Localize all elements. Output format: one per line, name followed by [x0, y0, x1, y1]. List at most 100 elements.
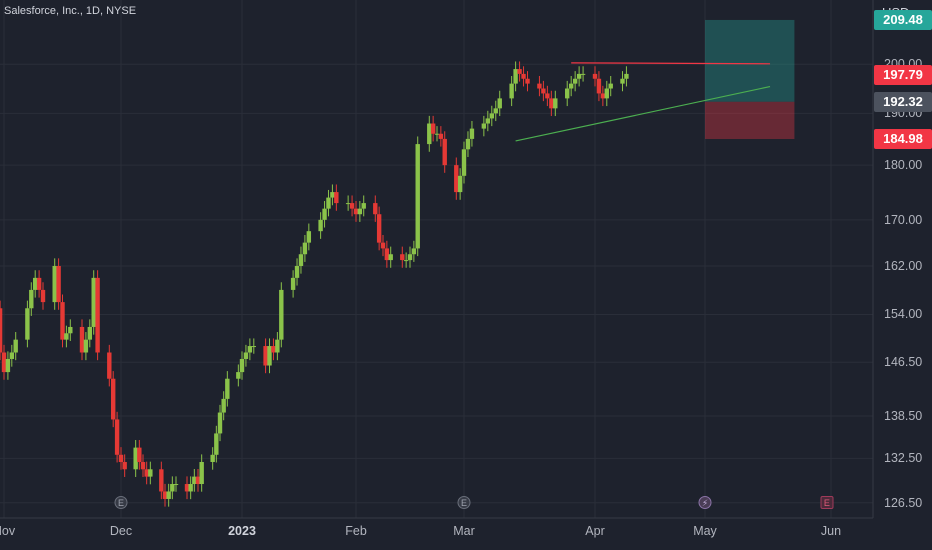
trend-lines[interactable]: [515, 62, 771, 142]
candle-body: [576, 73, 582, 79]
earnings-marker-icon[interactable]: E: [114, 496, 128, 509]
price-axis-label: 162.00: [884, 258, 923, 273]
candle-body: [553, 98, 558, 109]
candle-body: [137, 447, 142, 463]
candle-body: [545, 93, 550, 99]
candle-body: [349, 203, 355, 209]
candle-body: [384, 248, 390, 261]
candle-body: [210, 454, 215, 463]
candle-body: [485, 118, 491, 124]
candle-body: [600, 93, 606, 99]
candle-body: [457, 175, 463, 193]
candle-body: [302, 242, 308, 255]
candle-body: [454, 165, 459, 193]
candle-body: [549, 98, 554, 109]
candle-body: [144, 469, 149, 477]
candle-body: [489, 113, 494, 119]
candle-body: [568, 83, 574, 89]
candle-body: [114, 419, 120, 455]
candle-body: [465, 138, 471, 150]
candle-body: [166, 491, 171, 499]
price-tag: 209.48: [874, 9, 932, 30]
candle-body: [306, 231, 312, 243]
candle-body: [279, 289, 284, 340]
candle-body: [52, 265, 57, 303]
candle-body: [140, 462, 146, 470]
candle-body: [221, 398, 226, 413]
time-axis-label: May: [693, 524, 717, 538]
candle-body: [56, 265, 61, 303]
candle-body: [91, 277, 96, 327]
price-axis-label: 180.00: [884, 158, 923, 173]
candle-body: [236, 372, 241, 379]
candle-body: [36, 277, 42, 290]
price-axis-label: 154.00: [884, 307, 923, 322]
candle-body: [525, 78, 530, 84]
candle-body: [188, 484, 193, 492]
candle-body: [122, 462, 127, 470]
candle-body: [83, 339, 89, 353]
candle-body: [430, 123, 436, 134]
candle-body: [199, 462, 204, 485]
chart-title: Salesforce, Inc., 1D, NYSE: [4, 5, 137, 17]
candle-body: [118, 454, 124, 463]
candle-body: [334, 192, 339, 204]
candle-body: [107, 352, 112, 379]
price-tag: 197.79: [874, 64, 932, 85]
candle-body: [64, 333, 69, 340]
price-axis-label: 170.00: [884, 212, 923, 227]
time-axis-label: 2023: [228, 524, 256, 538]
candle-body: [111, 378, 116, 420]
candle-body: [513, 69, 518, 84]
candle-body: [415, 144, 420, 249]
candle-body: [537, 83, 542, 89]
price-axis-label: 132.50: [884, 451, 923, 466]
candlestick-series: [0, 61, 629, 507]
candle-body: [148, 469, 153, 477]
time-axis-label: Dec: [109, 524, 133, 538]
candle-body: [267, 346, 272, 366]
candle-body: [318, 219, 323, 232]
candle-body: [326, 197, 331, 209]
candle-body: [620, 78, 625, 84]
candle-body: [9, 352, 14, 359]
candle-body: [541, 88, 546, 94]
candle-body: [380, 242, 386, 249]
candle-body: [79, 326, 85, 353]
candle-body: [376, 214, 382, 243]
time-axis-label: Apr: [585, 524, 605, 538]
candle-body: [592, 73, 598, 79]
candle-body: [442, 138, 447, 166]
dividend-marker-icon[interactable]: ⚡: [698, 496, 712, 509]
candle-body: [159, 469, 164, 492]
candle-body: [217, 412, 223, 434]
candle-body: [243, 352, 249, 359]
stop-loss-zone: [705, 101, 795, 140]
earnings-marker-icon[interactable]: E: [820, 496, 834, 509]
candle-body: [162, 491, 168, 499]
candle-body: [1, 352, 7, 373]
position-zones[interactable]: [705, 19, 795, 140]
candle-body: [29, 289, 34, 309]
grid-lines: [0, 0, 873, 518]
candle-body: [572, 78, 578, 84]
candle-body: [361, 203, 366, 209]
candle-body: [565, 88, 570, 99]
candle-body: [0, 308, 3, 353]
earnings-marker-icon[interactable]: E: [457, 496, 471, 509]
candle-body: [624, 73, 629, 79]
support-line: [515, 85, 771, 142]
candle-body: [353, 208, 359, 215]
candle-body: [184, 484, 190, 492]
candle-body: [173, 484, 179, 486]
candle-body: [195, 476, 201, 485]
time-axis-label: Mar: [453, 524, 475, 538]
price-axis-label: 126.50: [884, 495, 923, 510]
price-tag: 184.98: [874, 129, 932, 149]
candle-body: [271, 346, 276, 353]
candle-body: [427, 123, 432, 145]
candle-body: [33, 277, 38, 290]
candle-body: [461, 149, 467, 176]
candle-body: [294, 265, 300, 278]
